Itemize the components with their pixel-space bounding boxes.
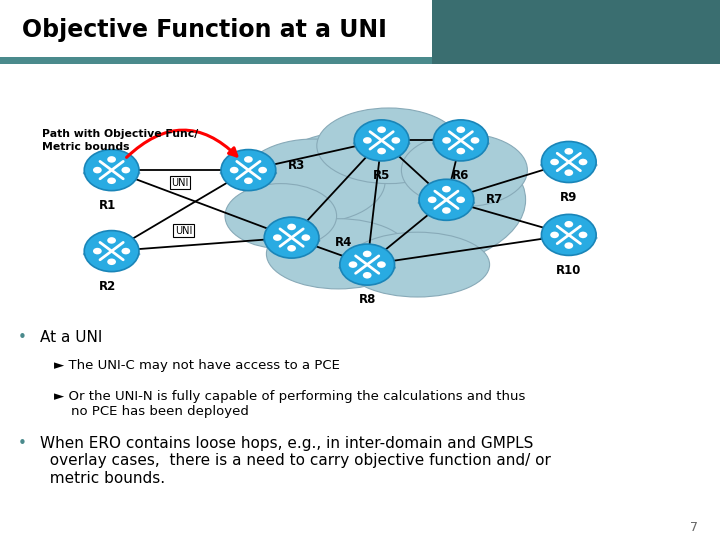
Circle shape — [287, 245, 296, 252]
Text: R10: R10 — [556, 264, 582, 276]
Text: UNI: UNI — [171, 178, 189, 187]
Circle shape — [550, 232, 559, 238]
Ellipse shape — [418, 197, 475, 208]
FancyArrowPatch shape — [127, 130, 237, 157]
Circle shape — [93, 167, 102, 173]
Text: ► The UNI-C may not have access to a PCE: ► The UNI-C may not have access to a PCE — [54, 359, 340, 372]
Circle shape — [302, 234, 310, 241]
Text: 7: 7 — [690, 521, 698, 534]
Bar — [0, 0, 720, 57]
Circle shape — [471, 137, 480, 144]
Text: R6: R6 — [452, 169, 469, 182]
Circle shape — [456, 126, 465, 133]
Circle shape — [363, 137, 372, 144]
Circle shape — [273, 234, 282, 241]
Text: R3: R3 — [288, 159, 305, 172]
Circle shape — [354, 120, 409, 161]
Text: R9: R9 — [560, 191, 577, 204]
Circle shape — [230, 167, 238, 173]
Ellipse shape — [317, 108, 461, 184]
Ellipse shape — [540, 232, 598, 244]
Ellipse shape — [263, 235, 320, 246]
Circle shape — [122, 248, 130, 254]
Ellipse shape — [540, 159, 598, 171]
Text: When ERO contains loose hops, e.g., in inter-domain and GMPLS
  overlay cases,  : When ERO contains loose hops, e.g., in i… — [40, 436, 551, 485]
Circle shape — [363, 272, 372, 279]
Circle shape — [258, 167, 267, 173]
Circle shape — [122, 167, 130, 173]
Text: R4: R4 — [335, 237, 352, 249]
Circle shape — [107, 178, 116, 184]
Circle shape — [244, 178, 253, 184]
Circle shape — [456, 197, 465, 203]
Circle shape — [377, 148, 386, 154]
Text: R2: R2 — [99, 280, 117, 293]
Circle shape — [442, 137, 451, 144]
Circle shape — [419, 179, 474, 220]
Text: Objective Function at a UNI: Objective Function at a UNI — [22, 18, 387, 42]
Circle shape — [433, 120, 488, 161]
Circle shape — [107, 259, 116, 265]
Ellipse shape — [225, 184, 337, 248]
Circle shape — [107, 237, 116, 244]
Circle shape — [541, 214, 596, 255]
Text: UNI: UNI — [175, 226, 192, 235]
Text: •: • — [18, 436, 27, 451]
Ellipse shape — [266, 219, 410, 289]
Circle shape — [107, 156, 116, 163]
Circle shape — [221, 150, 276, 191]
Text: R1: R1 — [99, 199, 117, 212]
Text: At a UNI: At a UNI — [40, 330, 102, 346]
Ellipse shape — [402, 133, 527, 206]
Circle shape — [340, 244, 395, 285]
Ellipse shape — [245, 127, 526, 273]
Ellipse shape — [432, 138, 490, 149]
Circle shape — [264, 217, 319, 258]
Circle shape — [377, 126, 386, 133]
Ellipse shape — [338, 262, 396, 273]
Ellipse shape — [241, 139, 385, 222]
Circle shape — [550, 159, 559, 165]
Ellipse shape — [83, 167, 140, 179]
Circle shape — [84, 150, 139, 191]
Circle shape — [363, 251, 372, 257]
Circle shape — [377, 261, 386, 268]
Ellipse shape — [220, 167, 277, 179]
Circle shape — [564, 170, 573, 176]
Circle shape — [392, 137, 400, 144]
Text: •: • — [18, 330, 27, 346]
Text: Path with Objective Func/
Metric bounds: Path with Objective Func/ Metric bounds — [42, 129, 198, 152]
Circle shape — [287, 224, 296, 230]
Circle shape — [564, 221, 573, 227]
Bar — [0, 57, 720, 64]
Bar — [432, 0, 720, 64]
Circle shape — [348, 261, 357, 268]
Circle shape — [244, 156, 253, 163]
Text: ► Or the UNI-N is fully capable of performing the calculations and thus
    no P: ► Or the UNI-N is fully capable of perfo… — [54, 390, 526, 418]
Circle shape — [579, 159, 588, 165]
Circle shape — [564, 242, 573, 249]
Ellipse shape — [83, 248, 140, 260]
Circle shape — [442, 186, 451, 192]
Circle shape — [442, 207, 451, 214]
Circle shape — [541, 141, 596, 183]
Text: R8: R8 — [359, 293, 376, 306]
Circle shape — [579, 232, 588, 238]
Ellipse shape — [353, 138, 410, 149]
Text: R7: R7 — [486, 193, 503, 206]
Text: R5: R5 — [373, 169, 390, 182]
Circle shape — [564, 148, 573, 154]
Ellipse shape — [346, 232, 490, 297]
Circle shape — [84, 231, 139, 272]
Circle shape — [428, 197, 436, 203]
Circle shape — [456, 148, 465, 154]
Circle shape — [93, 248, 102, 254]
